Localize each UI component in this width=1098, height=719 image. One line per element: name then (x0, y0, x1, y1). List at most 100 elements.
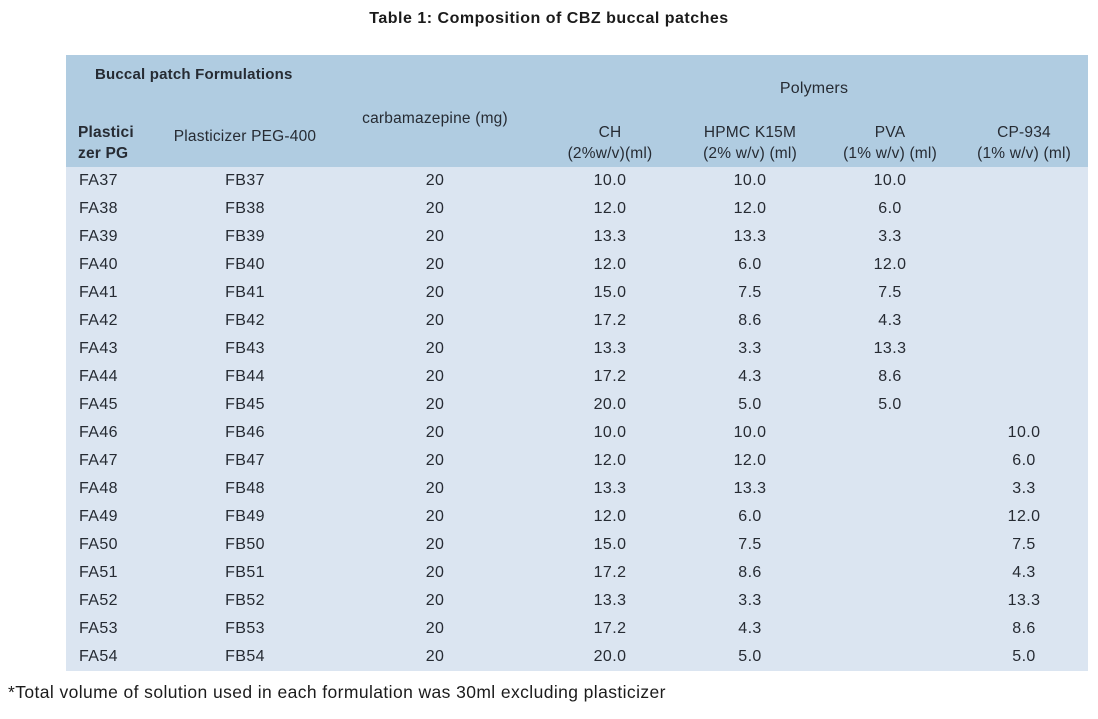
table-cell: 13.3 (540, 223, 680, 251)
table-cell: 7.5 (960, 531, 1089, 559)
table-row: FA48 FB48 20 13.3 13.3 3.3 (66, 475, 1089, 503)
column-header-label: CP-934 (1% w/v) (ml) (960, 105, 1088, 167)
table-cell: FA39 (66, 223, 160, 251)
table-cell: 20 (330, 195, 540, 223)
table-title: Table 1: Composition of CBZ buccal patch… (369, 10, 729, 27)
table-cell: 20 (330, 307, 540, 335)
table-cell: 6.0 (680, 251, 820, 279)
table-cell: FA52 (66, 587, 160, 615)
table-cell (960, 307, 1089, 335)
column-header-label: Plastici zer PG (66, 105, 160, 167)
table-cell: 8.6 (680, 559, 820, 587)
table-cell: 10.0 (960, 419, 1089, 447)
table-cell: 20 (330, 167, 540, 195)
table-cell: 4.3 (680, 615, 820, 643)
table-cell (960, 279, 1089, 307)
table-footnote: *Total volume of solution used in each f… (8, 682, 666, 702)
column-header-label: Plasticizer PEG-400 (160, 105, 330, 167)
table-cell (820, 643, 960, 671)
table-cell: FA48 (66, 475, 160, 503)
column-header-line: (2%w/v)(ml) (567, 145, 653, 162)
table-cell: 17.2 (540, 307, 680, 335)
table-cell: 20.0 (540, 643, 680, 671)
table-cell (820, 559, 960, 587)
column-header-label: carbamazepine (mg) (330, 105, 540, 167)
table-cell: 13.3 (820, 335, 960, 363)
table-cell: FA41 (66, 279, 160, 307)
table-cell: 17.2 (540, 559, 680, 587)
table-row: FA40 FB40 20 12.0 6.0 12.0 (66, 251, 1089, 279)
table-cell: FB49 (160, 503, 330, 531)
table-cell: 20 (330, 391, 540, 419)
column-header-label: PVA (1% w/v) (ml) (820, 105, 960, 167)
table-cell: 3.3 (820, 223, 960, 251)
table-cell: 20 (330, 335, 540, 363)
table-cell: 8.6 (680, 307, 820, 335)
table-cell (960, 251, 1089, 279)
table-cell: FB40 (160, 251, 330, 279)
table-cell: FB45 (160, 391, 330, 419)
table-cell: 20 (330, 279, 540, 307)
table-cell: 20 (330, 475, 540, 503)
table-cell: FA51 (66, 559, 160, 587)
table-cell: 12.0 (540, 195, 680, 223)
table-cell: FA50 (66, 531, 160, 559)
table-cell: 6.0 (960, 447, 1089, 475)
column-header-line: (2% w/v) (ml) (703, 145, 797, 162)
table-row: FA54 FB54 20 20.0 5.0 5.0 (66, 643, 1089, 671)
table-cell: 10.0 (680, 167, 820, 195)
table-cell: 20 (330, 587, 540, 615)
table-row: FA37 FB37 20 10.0 10.0 10.0 (66, 167, 1089, 195)
table-cell: 20 (330, 643, 540, 671)
table-cell: FA47 (66, 447, 160, 475)
column-header-line: Plasticizer PEG-400 (173, 127, 317, 145)
table-cell: FB48 (160, 475, 330, 503)
table-cell: FB46 (160, 419, 330, 447)
column-header-line: carbamazepine (mg) (362, 110, 508, 127)
table-row: FA43 FB43 20 13.3 3.3 13.3 (66, 335, 1089, 363)
table-cell (820, 475, 960, 503)
table-cell: 20 (330, 223, 540, 251)
table-cell: FA43 (66, 335, 160, 363)
table-cell: 3.3 (680, 587, 820, 615)
column-header-line: CH (598, 124, 622, 141)
table-cell (820, 587, 960, 615)
table-cell: FB42 (160, 307, 330, 335)
table-cell: 15.0 (540, 279, 680, 307)
column-header-3: carbamazepine (mg) (330, 105, 540, 167)
table-cell: 20 (330, 531, 540, 559)
table-cell: 5.0 (960, 643, 1089, 671)
group-header-row: Buccal patch Formulations Polymers (66, 55, 1089, 105)
table-cell: 13.3 (680, 223, 820, 251)
table-cell: 12.0 (540, 251, 680, 279)
table-row: FA45 FB45 20 20.0 5.0 5.0 (66, 391, 1089, 419)
column-header-line: zer PG (78, 145, 129, 162)
table-cell: 8.6 (820, 363, 960, 391)
table-cell: FA44 (66, 363, 160, 391)
table-row: FA49 FB49 20 12.0 6.0 12.0 (66, 503, 1089, 531)
table-cell: FB51 (160, 559, 330, 587)
table-cell (960, 335, 1089, 363)
table-cell: 4.3 (680, 363, 820, 391)
table-cell: 20 (330, 559, 540, 587)
table-cell: 6.0 (680, 503, 820, 531)
column-header-label: HPMC K15M (2% w/v) (ml) (680, 105, 820, 167)
table-cell (960, 167, 1089, 195)
column-header-1: Plastici zer PG (66, 105, 160, 167)
table-cell (820, 419, 960, 447)
table-cell: 7.5 (680, 531, 820, 559)
table-cell: 13.3 (540, 587, 680, 615)
table-cell: FB41 (160, 279, 330, 307)
table-cell: 10.0 (540, 167, 680, 195)
table-row: FA50 FB50 20 15.0 7.5 7.5 (66, 531, 1089, 559)
table-cell: 12.0 (960, 503, 1089, 531)
table-row: FA38 FB38 20 12.0 12.0 6.0 (66, 195, 1089, 223)
table-row: FA51 FB51 20 17.2 8.6 4.3 (66, 559, 1089, 587)
table-cell (960, 391, 1089, 419)
table-cell: 13.3 (960, 587, 1089, 615)
table-cell: FA42 (66, 307, 160, 335)
table-cell: 20 (330, 447, 540, 475)
column-header-line: (1% w/v) (ml) (843, 145, 937, 162)
table-cell: 20 (330, 615, 540, 643)
table-cell (820, 615, 960, 643)
